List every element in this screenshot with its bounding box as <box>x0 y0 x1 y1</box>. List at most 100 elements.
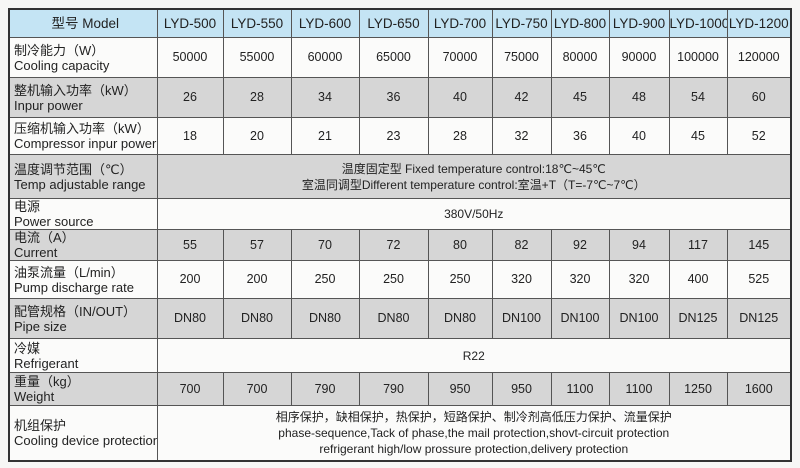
spec-label-cn: 机组保护 <box>14 417 67 433</box>
spec-value: DN100 <box>550 298 610 339</box>
model-name: LYD-650 <box>358 8 429 38</box>
spec-value: 1600 <box>726 372 792 406</box>
spec-value: 23 <box>358 117 429 155</box>
spec-line: phase-sequence,Tack of phase,the mail pr… <box>278 425 670 440</box>
spec-label: 电流（A） Current <box>8 229 158 261</box>
spec-value: 200 <box>156 260 224 299</box>
spec-row: 油泵流量（L/min） Pump discharge rate 200 200 250 2… <box>8 260 792 299</box>
spec-value: 20 <box>222 117 292 155</box>
spec-row: 电源 Power source 380V/50Hz <box>8 198 792 230</box>
spec-value: 1100 <box>550 372 610 406</box>
spec-label: 配管规格（IN/OUT） Pipe size <box>8 298 158 339</box>
spec-label: 压缩机输入功率（kW） Compressor inpur power <box>8 117 158 155</box>
spec-value: 1250 <box>668 372 728 406</box>
model-name: LYD-600 <box>290 8 360 38</box>
model-name: LYD-550 <box>222 8 292 38</box>
spec-line: R22 <box>462 348 485 363</box>
model-name: LYD-1200 <box>726 8 792 38</box>
spec-label-en: Weight <box>14 389 55 404</box>
spec-label: 机组保护 Cooling device protection <box>8 405 158 461</box>
spec-label-cn: 压缩机输入功率（kW） <box>14 121 150 136</box>
spec-label: 油泵流量（L/min） Pump discharge rate <box>8 260 158 299</box>
spec-label-en: Pipe size <box>14 318 67 334</box>
spec-value: DN100 <box>608 298 670 339</box>
spec-value: 55000 <box>222 37 292 78</box>
spec-row: 整机输入功率（kW） Inpur power 26 28 34 36 40 42 45 48 54 6… <box>8 77 792 118</box>
spec-value: DN80 <box>427 298 493 339</box>
spec-value: 525 <box>726 260 792 299</box>
spec-line: 相序保护，缺相保护，热保护，短路保护、制冷剂高低压力保护、流量保护 <box>275 409 672 424</box>
spec-value: 75000 <box>491 37 552 78</box>
spec-label-en: Inpur power <box>14 97 83 113</box>
spec-value: DN100 <box>491 298 552 339</box>
spec-label: 电源 Power source <box>8 198 158 230</box>
spec-value: 950 <box>491 372 552 406</box>
spec-value: 1100 <box>608 372 670 406</box>
spec-value: 200 <box>222 260 292 299</box>
spec-label-cn: 油泵流量（L/min） <box>14 264 124 280</box>
spec-value: 60 <box>726 77 792 118</box>
spec-value: 36 <box>358 77 429 118</box>
spec-value: 72 <box>358 229 429 261</box>
spec-value: 790 <box>358 372 429 406</box>
spec-value: 52 <box>726 117 792 155</box>
spec-value: 117 <box>668 229 728 261</box>
spec-value: 320 <box>608 260 670 299</box>
spec-row: 冷媒 Refrigerant R22 <box>8 338 792 373</box>
spec-value: 54 <box>668 77 728 118</box>
spec-value: 40 <box>427 77 493 118</box>
spec-row: 机组保护 Cooling device protection 相序保护，缺相保护，热… <box>8 405 792 461</box>
model-name: LYD-800 <box>550 8 610 38</box>
spec-label-cn: 电流（A） <box>14 230 75 246</box>
model-name: LYD-750 <box>491 8 552 38</box>
spec-line: refrigerant high/low prossure protection… <box>319 441 629 456</box>
spec-value: 100000 <box>668 37 728 78</box>
spec-value: 250 <box>290 260 360 299</box>
spec-value: 48 <box>608 77 670 118</box>
spec-value: 320 <box>550 260 610 299</box>
spec-label: 制冷能力（W） Cooling capacity <box>8 37 158 78</box>
spec-value: DN80 <box>290 298 360 339</box>
spec-value: 45 <box>668 117 728 155</box>
spec-value: 65000 <box>358 37 429 78</box>
model-name: LYD-1000 <box>668 8 728 38</box>
spec-value: 250 <box>427 260 493 299</box>
spec-value-shared: 相序保护，缺相保护，热保护，短路保护、制冷剂高低压力保护、流量保护 phase-s… <box>156 405 792 461</box>
spec-value: 40 <box>608 117 670 155</box>
spec-value: 700 <box>222 372 292 406</box>
spec-label-cn: 温度调节范围（℃） <box>14 161 133 177</box>
spec-value: 250 <box>358 260 429 299</box>
model-name: LYD-700 <box>427 8 493 38</box>
spec-value-shared: 380V/50Hz <box>156 198 792 230</box>
spec-label-en: Cooling capacity <box>14 57 110 73</box>
spec-line: 室温同调型Different temperature control:室温+T（… <box>301 177 646 192</box>
spec-label: 整机输入功率（kW） Inpur power <box>8 77 158 118</box>
spec-value: DN80 <box>358 298 429 339</box>
spec-value: 90000 <box>608 37 670 78</box>
spec-value: 57 <box>222 229 292 261</box>
header-row: 型号 Model LYD-500 LYD-550 LYD-600 LYD-650 LYD-… <box>8 8 792 38</box>
spec-label-en: Temp adjustable range <box>14 176 146 192</box>
spec-value: 55 <box>156 229 224 261</box>
model-name: LYD-900 <box>608 8 670 38</box>
spec-label-en: Cooling device protection <box>14 432 157 448</box>
spec-label-cn: 电源 <box>14 199 41 215</box>
spec-value: 80000 <box>550 37 610 78</box>
spec-value: 50000 <box>156 37 224 78</box>
model-header: 型号 Model <box>8 8 158 38</box>
spec-label-cn: 制冷能力（W） <box>14 42 105 58</box>
spec-row: 配管规格（IN/OUT） Pipe size DN80 DN80 DN80 DN80 DN8… <box>8 298 792 339</box>
spec-value: DN80 <box>156 298 224 339</box>
spec-label: 温度调节范围（℃） Temp adjustable range <box>8 154 158 199</box>
spec-value: 32 <box>491 117 552 155</box>
spec-value: 60000 <box>290 37 360 78</box>
spec-value-shared: 温度固定型 Fixed temperature control:18℃~45℃ 室… <box>156 154 792 199</box>
spec-line: 温度固定型 Fixed temperature control:18℃~45℃ <box>341 161 606 176</box>
spec-value: DN125 <box>668 298 728 339</box>
spec-value: 120000 <box>726 37 792 78</box>
spec-value: 45 <box>550 77 610 118</box>
spec-row: 温度调节范围（℃） Temp adjustable range 温度固定型 Fixe… <box>8 154 792 199</box>
spec-row: 重量（kg） Weight 700 700 790 790 950 950 1100 1100 12… <box>8 372 792 406</box>
spec-label-en: Pump discharge rate <box>14 279 134 295</box>
spec-value: 34 <box>290 77 360 118</box>
